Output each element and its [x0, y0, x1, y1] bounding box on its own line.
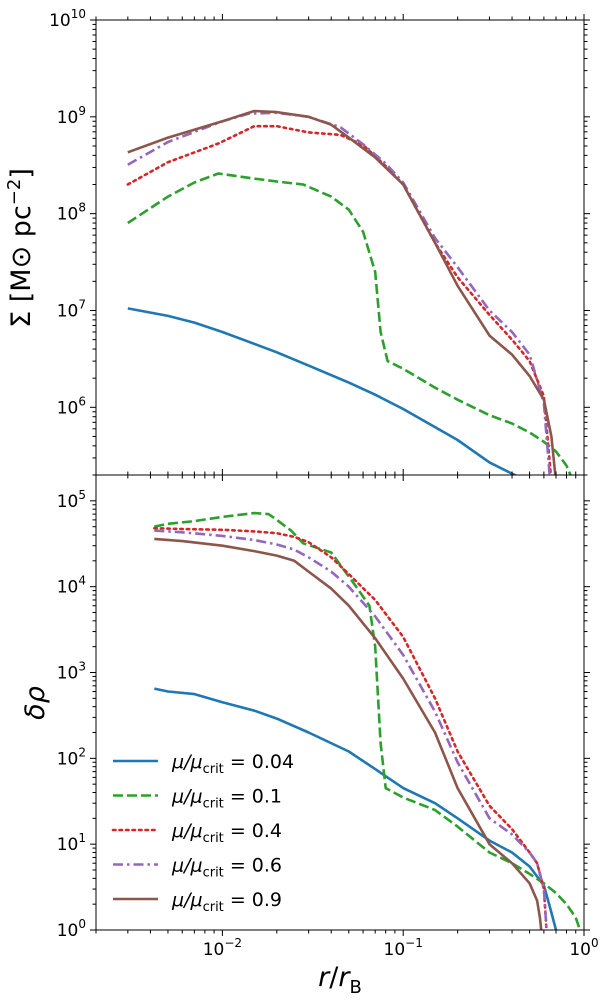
y-tick-label: 104	[57, 574, 86, 598]
legend: μ/μcrit = 0.04 μ/μcrit = 0.1 μ/μcrit = 0.4…	[111, 751, 294, 915]
x-tick-label: 10−1	[384, 936, 423, 960]
series-line-5	[154, 537, 543, 930]
top-panel-lines	[126, 109, 572, 475]
series-line-5	[127, 109, 557, 475]
series-line-2	[127, 172, 572, 475]
legend-label-4: μ/μcrit = 0.6	[171, 855, 282, 881]
top-panel-ticks: 106 107 108 109 1010	[49, 7, 590, 481]
x-tick-label: 100	[569, 936, 598, 960]
legend-label-3: μ/μcrit = 0.4	[171, 820, 282, 846]
legend-label-5: μ/μcrit = 0.9	[171, 889, 282, 915]
y-tick-label: 105	[57, 488, 86, 512]
series-line-1	[154, 687, 558, 930]
x-axis-label: r/rB	[318, 962, 362, 998]
y-tick-label: 103	[57, 660, 86, 684]
x-axis: 10−2 10−1 100	[203, 936, 599, 960]
legend-label-1: μ/μcrit = 0.04	[171, 751, 294, 777]
y-tick-label: 1010	[49, 7, 86, 31]
bottom-panel-lines	[153, 511, 582, 930]
series-line-3	[126, 124, 553, 475]
y-tick-label: 101	[57, 831, 86, 855]
y-tick-label: 108	[57, 201, 86, 225]
bottom-panel: 100 101 102 103 104 105 δρ	[20, 469, 590, 941]
top-ylabel: Σ [M⊙ pc−2]	[4, 168, 37, 328]
y-tick-label: 109	[57, 104, 86, 128]
series-line-4	[154, 529, 548, 930]
top-panel-frame	[95, 19, 585, 476]
y-tick-label: 107	[57, 297, 86, 321]
bottom-ylabel: δρ	[20, 686, 51, 720]
bottom-panel-ticks: 100 101 102 103 104 105	[57, 469, 590, 941]
y-tick-label: 100	[57, 917, 86, 941]
y-tick-label: 106	[57, 394, 86, 418]
bottom-panel-frame	[95, 474, 585, 931]
x-tick-label: 10−2	[203, 936, 242, 960]
series-line-1	[127, 307, 518, 475]
top-panel: 106 107 108 109 1010 Σ [M⊙ pc−2]	[4, 7, 590, 481]
y-tick-label: 102	[57, 745, 86, 769]
legend-label-2: μ/μcrit = 0.1	[171, 786, 282, 812]
series-line-4	[127, 111, 551, 475]
